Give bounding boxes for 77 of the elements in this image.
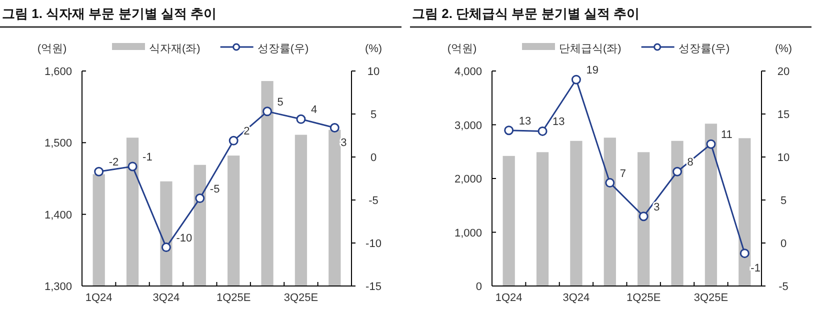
y-tick-label: 4,000 bbox=[454, 66, 482, 78]
y-axis-title: (억원) bbox=[37, 43, 67, 55]
data-label: 5 bbox=[277, 96, 284, 108]
y-tick-label: 0 bbox=[475, 281, 482, 293]
point bbox=[195, 194, 205, 204]
legend-label: 식자재(좌) bbox=[149, 43, 200, 55]
x-tick-label: 1Q25E bbox=[216, 292, 251, 304]
y-tick-label: 1,400 bbox=[44, 209, 72, 222]
point bbox=[128, 162, 138, 172]
y2-tick-label: 0 bbox=[780, 238, 786, 250]
data-label: 19 bbox=[586, 64, 598, 77]
x-tick-label: 1Q25E bbox=[626, 292, 660, 304]
y2-tick-label: 5 bbox=[780, 195, 786, 207]
point bbox=[161, 242, 171, 252]
point bbox=[570, 74, 580, 84]
bar bbox=[670, 140, 683, 286]
y2-tick-label: -10 bbox=[366, 238, 382, 250]
x-tick-label: 1Q24 bbox=[494, 292, 522, 304]
point bbox=[638, 212, 648, 222]
point bbox=[706, 139, 716, 149]
data-label: -1 bbox=[750, 262, 760, 274]
x-tick-label: 3Q25E bbox=[693, 292, 728, 304]
x-tick-label: 3Q24 bbox=[562, 292, 590, 304]
data-label: 3 bbox=[340, 136, 347, 149]
y-tick-label: 1,300 bbox=[44, 281, 72, 293]
data-label: 13 bbox=[518, 115, 531, 128]
data-label: -10 bbox=[176, 232, 192, 244]
data-label: 3 bbox=[653, 201, 660, 214]
chart-title: 그림 1. 식자재 부문 분기별 실적 추이 bbox=[2, 6, 217, 21]
y-axis-title: (억원) bbox=[446, 43, 476, 55]
y-tick-label: 1,000 bbox=[454, 227, 482, 240]
data-label: 13 bbox=[552, 116, 564, 128]
y2-tick-label: -15 bbox=[366, 281, 382, 293]
data-label: 4 bbox=[310, 104, 318, 116]
point bbox=[739, 248, 749, 258]
point bbox=[262, 106, 272, 116]
bar bbox=[603, 138, 616, 286]
y2-tick-label: 0 bbox=[370, 152, 377, 164]
data-label: -1 bbox=[142, 151, 152, 164]
point bbox=[604, 178, 614, 188]
point bbox=[330, 123, 340, 133]
bar bbox=[738, 138, 750, 286]
bar bbox=[502, 156, 514, 286]
y-tick-label: 3,000 bbox=[454, 120, 482, 132]
bar bbox=[637, 152, 650, 286]
point bbox=[228, 136, 238, 146]
y2-axis-title: (%) bbox=[774, 43, 792, 55]
bar bbox=[536, 152, 548, 286]
point bbox=[537, 126, 547, 136]
y2-tick-label: 20 bbox=[776, 66, 790, 78]
point bbox=[672, 166, 682, 176]
y2-tick-label: -5 bbox=[368, 195, 378, 207]
data-label: 11 bbox=[720, 129, 732, 142]
y2-tick-label: 5 bbox=[370, 109, 377, 121]
point bbox=[94, 166, 104, 176]
point bbox=[296, 114, 306, 124]
y-tick-label: 1,500 bbox=[44, 138, 72, 150]
y2-tick-label: 10 bbox=[776, 152, 790, 164]
chart-title: 그림 2. 단체급식 부문 분기별 실적 추이 bbox=[412, 6, 640, 21]
data-label: 7 bbox=[619, 168, 626, 180]
y-tick-label: 2,000 bbox=[454, 174, 482, 186]
bar bbox=[570, 140, 582, 286]
legend-label: 성장률(우) bbox=[257, 43, 309, 55]
point bbox=[504, 126, 514, 136]
x-tick-label: 3Q24 bbox=[152, 292, 180, 304]
y2-axis-title: (%) bbox=[364, 43, 382, 55]
y2-tick-label: 15 bbox=[776, 109, 790, 121]
x-tick-label: 1Q24 bbox=[85, 292, 112, 304]
x-tick-label: 3Q25E bbox=[284, 292, 318, 304]
legend-label: 단체급식(좌) bbox=[558, 43, 621, 55]
data-label: -2 bbox=[108, 156, 119, 169]
data-label: -5 bbox=[210, 183, 220, 196]
y-tick-label: 1,600 bbox=[44, 66, 72, 78]
y2-tick-label: 10 bbox=[367, 66, 380, 78]
y2-tick-label: -5 bbox=[778, 281, 788, 293]
bar bbox=[704, 124, 717, 286]
legend-label: 성장률(우) bbox=[678, 43, 730, 55]
